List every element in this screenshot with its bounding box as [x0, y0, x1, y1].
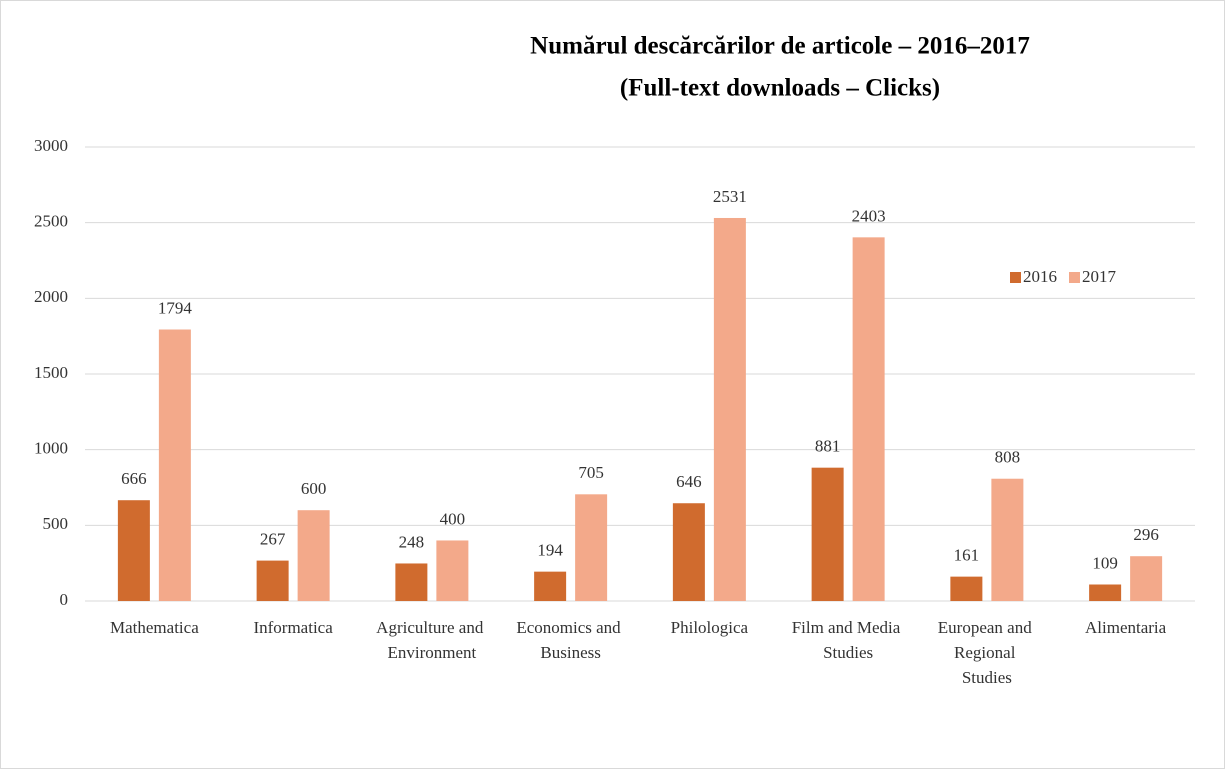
bar: [950, 576, 983, 601]
legend-swatch: [1069, 272, 1080, 283]
bar: [672, 503, 705, 601]
bar: [158, 329, 191, 601]
legend-swatch: [1010, 272, 1021, 283]
bar: [1089, 584, 1122, 601]
data-label: 400: [440, 509, 466, 528]
data-label: 2403: [852, 206, 886, 225]
data-label: 600: [301, 479, 327, 498]
x-tick-label: Agriculture and Environment: [376, 618, 487, 662]
bar: [713, 217, 746, 601]
data-label: 808: [995, 448, 1021, 467]
data-label: 109: [1092, 553, 1118, 572]
x-tick-label: Philologica: [671, 618, 749, 637]
y-tick-label: 1500: [34, 363, 68, 382]
bar: [575, 494, 608, 601]
data-label: 881: [815, 437, 841, 456]
legend-label: 2016: [1023, 267, 1057, 286]
data-label: 267: [260, 530, 286, 549]
y-tick-label: 2000: [34, 287, 68, 306]
legend-label: 2017: [1082, 267, 1117, 286]
y-tick-label: 500: [43, 514, 69, 533]
x-tick-label: European and Regional Studies: [938, 618, 1036, 687]
x-tick-label: Mathematica: [110, 618, 199, 637]
x-tick-label: Economics and Business: [516, 618, 625, 662]
x-tick-label: Film and Media Studies: [792, 618, 905, 662]
bar: [395, 563, 428, 601]
data-label: 666: [121, 469, 147, 488]
data-label: 194: [537, 541, 563, 560]
y-tick-label: 0: [60, 590, 69, 609]
bar: [534, 571, 567, 601]
bar: [297, 510, 330, 601]
data-label: 248: [399, 532, 425, 551]
bar: [811, 467, 844, 601]
data-label: 161: [954, 546, 980, 565]
bar: [117, 500, 150, 601]
bar: [991, 478, 1024, 601]
data-label: 646: [676, 472, 702, 491]
bar: [436, 540, 469, 601]
data-label: 705: [578, 463, 604, 482]
chart-title: Numărul descărcărilor de articole – 2016…: [530, 33, 1030, 60]
data-label: 296: [1133, 525, 1159, 544]
data-label: 1794: [158, 298, 193, 317]
bar: [1130, 556, 1163, 601]
bar: [256, 560, 289, 601]
bar: [852, 237, 885, 601]
y-tick-label: 2500: [34, 212, 68, 231]
x-tick-label: Alimentaria: [1085, 618, 1167, 637]
y-tick-label: 1000: [34, 439, 68, 458]
x-tick-label: Informatica: [253, 618, 333, 637]
y-tick-label: 3000: [34, 136, 68, 155]
chart-subtitle: (Full-text downloads – Clicks): [620, 75, 940, 102]
data-label: 2531: [713, 187, 747, 206]
